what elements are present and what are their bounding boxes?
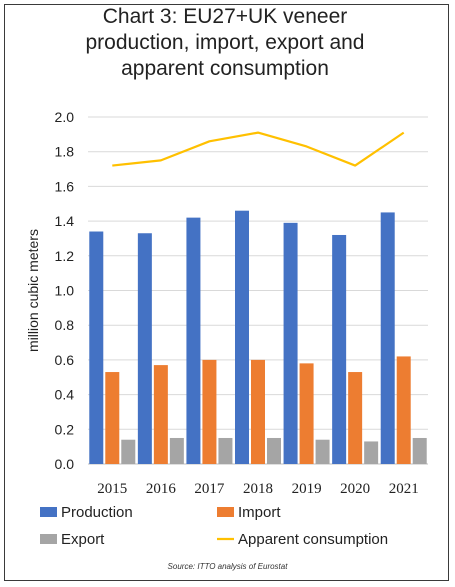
legend-swatch xyxy=(217,507,234,517)
bar-import xyxy=(251,359,265,464)
bar-export xyxy=(121,439,136,464)
bar-production xyxy=(235,210,249,464)
y-tick-label: 2.0 xyxy=(55,109,75,125)
y-tick-label: 0.0 xyxy=(55,456,75,472)
bar-import xyxy=(202,359,217,464)
x-tick-label: 2018 xyxy=(243,481,273,497)
bar-import xyxy=(396,356,411,464)
bar-export xyxy=(315,439,330,464)
legend-label: Export xyxy=(61,531,105,548)
y-axis-label: million cubic meters xyxy=(25,229,41,352)
x-tick-label: 2016 xyxy=(146,481,177,497)
bar-import xyxy=(299,363,314,464)
bar-production xyxy=(380,212,395,464)
legend-swatch xyxy=(40,534,57,544)
legend-label: Import xyxy=(238,504,281,521)
chart-title: Chart 3: EU27+UK veneer production, impo… xyxy=(85,5,365,80)
bar-export xyxy=(218,437,233,464)
bar-production xyxy=(332,234,347,464)
x-tick-label: 2017 xyxy=(194,481,225,497)
y-tick-label: 1.0 xyxy=(55,283,75,299)
line-apparent-consumption xyxy=(112,131,405,167)
bar-export xyxy=(267,437,281,464)
legend-label: Production xyxy=(61,504,133,521)
x-tick-label: 2020 xyxy=(340,481,370,497)
y-tick-label: 0.4 xyxy=(55,387,75,403)
x-tick-label: 2019 xyxy=(292,481,322,497)
legend-label: Apparent consumption xyxy=(238,531,388,548)
bar-import xyxy=(348,372,363,464)
bar-export xyxy=(169,437,184,464)
y-tick-label: 0.2 xyxy=(55,421,75,437)
chart-source: Source: ITTO analysis of Eurostat xyxy=(167,562,288,571)
x-tick-label: 2021 xyxy=(389,481,419,497)
bar-production xyxy=(186,217,201,464)
bar-production xyxy=(89,231,104,464)
x-tick-label: 2015 xyxy=(97,481,127,497)
y-tick-label: 1.2 xyxy=(55,248,75,264)
bar-production xyxy=(137,233,152,464)
y-tick-label: 1.8 xyxy=(55,144,75,160)
bar-export xyxy=(364,441,379,464)
bar-production xyxy=(283,222,298,464)
y-tick-label: 0.8 xyxy=(55,317,75,333)
legend-swatch xyxy=(40,507,57,517)
bar-import xyxy=(105,372,120,464)
bar-export xyxy=(412,437,427,464)
chart-frame xyxy=(4,4,449,581)
y-tick-label: 1.4 xyxy=(55,213,75,229)
y-tick-label: 1.6 xyxy=(55,178,75,194)
bar-import xyxy=(153,365,168,464)
y-tick-label: 0.6 xyxy=(55,352,75,368)
